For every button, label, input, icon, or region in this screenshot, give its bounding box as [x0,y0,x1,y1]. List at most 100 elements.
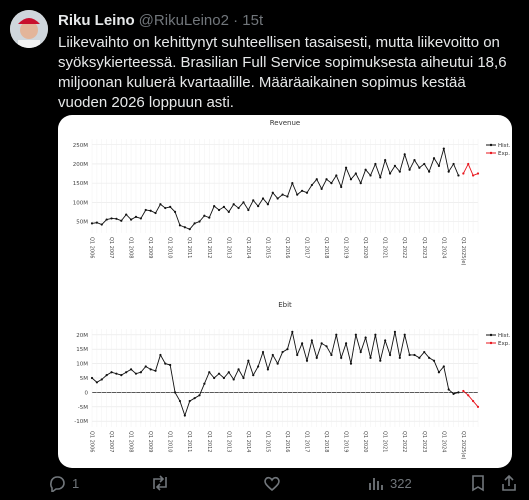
x-tick-label: Q1 2021 [382,237,388,258]
data-point [315,356,318,359]
y-tick-label: 100M [73,200,88,206]
data-point [188,399,191,403]
data-point [354,333,357,336]
data-point [320,187,323,190]
views-button[interactable]: 322 [368,474,412,492]
x-tick-label: Q1 2022 [401,431,407,452]
data-point [257,205,260,208]
share-icon [502,474,516,491]
data-point [374,333,377,336]
data-point [467,394,470,397]
data-point [129,368,133,371]
data-point [271,353,274,357]
data-point [432,359,436,362]
media[interactable]: Revenue 50M 100M 150M 200M 250M Q1 2006 Q1 2007… [58,115,512,468]
reply-button[interactable]: 1 [48,474,79,492]
avatar[interactable] [10,10,48,48]
author[interactable]: Riku Leino [58,12,135,29]
legend-marker [489,341,493,345]
x-tick-label: Q1 2018 [323,431,329,452]
x-tick-label: Q1 2024 [440,431,446,452]
data-point [476,405,480,408]
data-point [247,359,250,362]
data-point [320,342,323,345]
legend-label: Exp. [498,341,510,347]
handle[interactable]: @RikuLeino2 · 15t [138,12,264,29]
data-point [403,333,406,336]
x-tick-label: Q1 2025(e) [460,237,466,265]
x-tick-label: Q1 2008 [128,431,134,452]
x-tick-label: Q1 2010 [167,431,173,452]
data-point [286,348,289,351]
data-point [291,330,294,333]
x-tick-label: Q1 2025(e) [460,431,466,459]
x-tick-label: Q1 2015 [264,431,270,452]
data-point [442,147,445,150]
data-point [310,183,313,187]
data-point [335,333,338,336]
data-point [213,205,216,208]
x-tick-label: Q1 2007 [108,237,114,258]
data-point [232,378,235,381]
data-point [261,197,265,200]
data-point [159,353,162,357]
data-point [271,191,274,194]
x-tick-label: Q1 2024 [440,237,446,258]
data-point [476,172,480,175]
data-point [315,178,318,181]
data-point [344,166,348,169]
data-point [344,342,348,345]
data-point [467,162,470,166]
x-tick-label: Q1 2016 [284,431,290,452]
x-tick-label: Q1 2019 [343,237,349,258]
data-point [364,336,367,339]
data-point [276,362,279,365]
action-bar: 1 322 [48,474,518,496]
data-point [281,350,284,354]
chart-title: Revenue [270,119,301,127]
share-button[interactable] [500,474,518,492]
x-tick-label: Q1 2009 [147,237,153,258]
data-point [213,376,216,380]
reply-icon [50,476,65,492]
data-point [379,176,382,179]
x-tick-label: Q1 2007 [108,431,114,452]
like-button[interactable] [263,474,281,492]
y-tick-label: 15M [76,347,88,353]
data-point [369,356,372,359]
x-tick-label: Q1 2009 [147,431,153,452]
data-point [281,193,284,196]
x-tick-label: Q1 2011 [186,237,192,258]
data-point [428,356,431,359]
data-point [125,371,128,374]
data-point [457,174,460,177]
bookmark-button[interactable] [470,474,486,492]
x-tick-label: Q1 2019 [343,431,349,452]
series-line [462,162,479,177]
x-tick-label: Q1 2012 [206,237,212,258]
data-point [340,185,343,189]
reply-count: 1 [72,475,80,491]
x-tick-label: Q1 2006 [89,431,95,452]
legend-marker [489,151,493,155]
retweet-button[interactable] [150,474,170,492]
data-point [398,356,401,359]
data-point [154,211,157,215]
data-point [139,371,142,374]
chart-title: Ebit [278,301,292,309]
data-point [217,372,221,375]
data-point [413,159,416,162]
data-point [379,359,382,362]
data-point [452,392,455,395]
data-point [90,222,94,225]
data-point [388,353,392,357]
data-point [237,206,240,210]
data-point [296,353,299,357]
data-point [227,371,230,374]
data-point [291,182,294,185]
data-point [110,371,113,374]
data-point [198,220,201,223]
data-point [149,368,152,371]
y-tick-label: 200M [73,162,88,168]
